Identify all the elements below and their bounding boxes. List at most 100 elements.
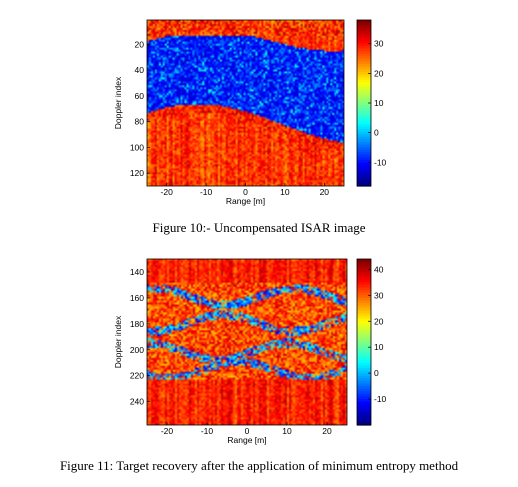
colorbar-tick-label: 20 <box>374 68 384 78</box>
colorbar-swatch <box>357 422 371 426</box>
x-tick-label: 0 <box>245 426 250 436</box>
y-tick-label: 120 <box>130 168 144 178</box>
colorbar-swatch <box>357 329 371 333</box>
colorbar-swatch <box>357 297 371 302</box>
colorbar-swatch <box>357 173 371 177</box>
x-tick-label: 20 <box>320 187 330 197</box>
y-tick-label: 40 <box>135 65 145 75</box>
colorbar-swatch <box>357 313 371 317</box>
colorbar-swatch <box>357 118 371 122</box>
colorbar-swatch <box>357 318 371 322</box>
colorbar-swatch <box>357 380 371 385</box>
colorbar-swatch <box>357 308 371 312</box>
colorbar-swatch <box>357 393 371 398</box>
colorbar-swatch <box>357 71 371 76</box>
colorbar-swatch <box>357 339 371 343</box>
colorbar-swatch <box>357 274 371 278</box>
colorbar-swatch <box>357 290 371 294</box>
colorbar-swatch <box>357 409 371 413</box>
colorbar-swatch <box>357 180 371 185</box>
colorbar-tick-label: 0 <box>374 368 379 378</box>
colorbar-swatch <box>357 269 371 273</box>
colorbar-swatch <box>357 284 371 289</box>
colorbar-swatch <box>357 344 371 348</box>
colorbar-tick-label: 10 <box>374 342 384 352</box>
colorbar-swatch <box>357 56 371 60</box>
colorbar-swatch <box>357 123 371 127</box>
colorbar-swatch <box>357 414 371 418</box>
colorbar-swatch <box>357 336 371 341</box>
colorbar-swatch <box>357 25 371 29</box>
figure-10: -20 -10 0 10 20 20 40 60 80 100 120 Range [m] Dopple… <box>113 19 387 235</box>
colorbar-swatch <box>357 399 371 403</box>
colorbar-frame <box>356 258 372 426</box>
colorbar-swatch <box>357 365 371 369</box>
colorbar-swatch <box>357 300 371 304</box>
colorbar-swatch <box>357 64 371 68</box>
colorbar-swatch <box>357 362 371 366</box>
colorbar-swatch <box>357 108 371 112</box>
colorbar-swatch <box>357 35 371 39</box>
x-axis-label: Range [m] <box>227 435 266 445</box>
colorbar-swatch <box>357 386 371 390</box>
heatmap-image <box>147 20 344 186</box>
colorbar-swatch <box>357 92 371 96</box>
colorbar-swatch <box>357 79 371 83</box>
colorbar-swatch <box>357 404 371 408</box>
y-tick-label: 20 <box>135 39 145 49</box>
colorbar-swatch <box>357 165 371 169</box>
colorbar-swatch <box>357 183 371 187</box>
colorbar-swatch <box>357 48 371 52</box>
x-tick-label: 20 <box>322 426 332 436</box>
colorbar-swatch <box>357 292 371 296</box>
colorbar-swatch <box>357 342 371 346</box>
y-axis-label: Doppler index <box>113 76 123 129</box>
colorbar-swatch <box>357 178 371 182</box>
colorbar-swatch <box>357 310 371 315</box>
colorbar-swatch <box>357 27 371 31</box>
colorbar-swatch <box>357 139 371 143</box>
colorbar-swatch <box>357 175 371 179</box>
colorbar-swatch <box>357 277 371 281</box>
colorbar-swatch <box>357 378 371 382</box>
y-tick-label: 140 <box>130 267 144 277</box>
colorbar-swatch <box>357 282 371 286</box>
colorbar-tick-label: -10 <box>374 157 387 167</box>
colorbar-swatch <box>357 295 371 299</box>
colorbar-swatch <box>357 43 371 47</box>
x-axis-label: Range [m] <box>226 196 265 206</box>
heatmap-image <box>147 259 347 425</box>
colorbar-swatch <box>357 90 371 94</box>
colorbar-swatch <box>357 419 371 424</box>
figure-caption: Figure 11: Target recovery after the app… <box>59 458 459 473</box>
colorbar-tick-label: 0 <box>374 128 379 138</box>
colorbar-swatch <box>357 375 371 379</box>
colorbar-swatch <box>357 347 371 351</box>
colorbar-swatch <box>357 349 371 353</box>
colorbar-swatch <box>357 406 371 411</box>
colorbar-swatch <box>357 357 371 361</box>
colorbar-swatch <box>357 66 371 70</box>
y-tick-label: 80 <box>135 117 145 127</box>
y-tick-label: 100 <box>130 142 144 152</box>
y-tick-label: 220 <box>130 371 144 381</box>
colorbar-swatch <box>357 162 371 166</box>
colorbar-tick-label: 30 <box>374 39 384 49</box>
colorbar-swatch <box>357 126 371 130</box>
colorbar-swatch <box>357 30 371 34</box>
colorbar-swatch <box>357 141 371 146</box>
colorbar-swatch <box>357 154 371 159</box>
colorbar-swatch <box>357 271 371 276</box>
colorbar-swatch <box>357 287 371 291</box>
colorbar-swatch <box>357 22 371 26</box>
y-tick-label: 240 <box>130 397 144 407</box>
colorbar-swatch <box>357 95 371 99</box>
colorbar-swatch <box>357 20 371 24</box>
colorbar-swatch <box>357 352 371 356</box>
x-tick-label: -10 <box>200 187 213 197</box>
colorbar-swatch <box>357 128 371 133</box>
colorbar-swatch <box>357 331 371 335</box>
colorbar-swatch <box>357 97 371 102</box>
